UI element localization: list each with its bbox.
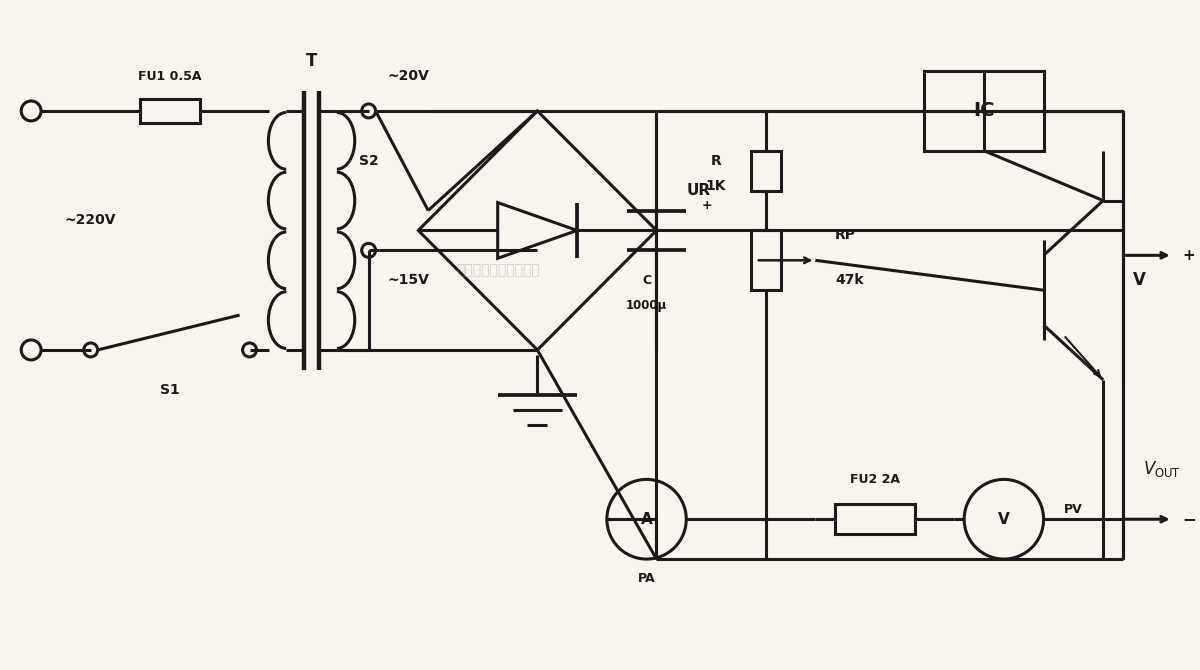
Text: S1: S1 [161,383,180,397]
Bar [835,505,914,534]
Text: PV: PV [1063,502,1082,516]
Text: ~220V: ~220V [65,214,116,228]
Text: V: V [998,512,1009,527]
Circle shape [964,480,1044,559]
Circle shape [361,243,376,257]
Circle shape [84,343,97,357]
Text: RP: RP [835,228,856,243]
Circle shape [361,104,376,118]
Circle shape [22,340,41,360]
Circle shape [242,343,257,357]
Text: $\mathit{V}_{\mathrm{OUT}}$: $\mathit{V}_{\mathrm{OUT}}$ [1142,460,1181,480]
Bar [751,230,780,290]
Text: V: V [1133,271,1146,289]
Text: 杭州将督科技有限公司: 杭州将督科技有限公司 [456,263,540,277]
Bar [924,71,1044,151]
Text: R: R [710,153,721,168]
Text: A: A [641,512,653,527]
Text: PA: PA [637,572,655,586]
Text: 1K: 1K [706,179,726,192]
Text: IC: IC [973,101,995,121]
Text: −: − [1182,511,1196,528]
Text: UR: UR [686,183,710,198]
Bar [140,99,200,123]
Text: 1000μ: 1000μ [626,299,667,312]
Text: FU1 0.5A: FU1 0.5A [138,70,202,82]
Text: T: T [305,52,317,70]
Text: ~15V: ~15V [388,273,430,287]
Circle shape [22,101,41,121]
Text: +: + [701,199,712,212]
Text: 47k: 47k [835,273,864,287]
Bar [751,151,780,190]
Text: FU2 2A: FU2 2A [850,473,900,486]
Text: C: C [642,274,652,287]
Circle shape [607,480,686,559]
Text: S2: S2 [359,153,378,168]
Text: +: + [1182,248,1195,263]
Text: ~20V: ~20V [388,69,430,83]
